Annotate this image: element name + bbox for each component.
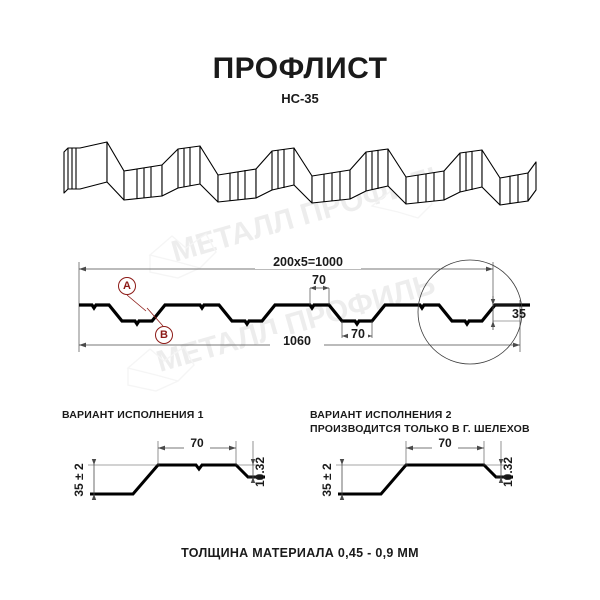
variant-1-outline [90, 463, 265, 496]
profile-outline [79, 303, 530, 327]
variant-2-caption: ВАРИАНТ ИСПОЛНЕНИЯ 2 ПРОИЗВОДИТСЯ ТОЛЬКО… [310, 408, 530, 436]
variant-2-drawing: 70 10.32 35 ± 2 [320, 436, 515, 500]
variant-1-drawing: 70 10.32 35 ± 2 [72, 436, 267, 500]
callout-badge-a: A [118, 277, 136, 295]
callout-badge-b: B [155, 326, 173, 344]
dimension-total-width-label: 1060 [283, 334, 311, 348]
callout-b-leader [146, 307, 164, 327]
variant-1-dimension-height: 35 ± 2 [72, 459, 97, 500]
variant-2-caption-line-1: ВАРИАНТ ИСПОЛНЕНИЯ 2 [310, 409, 452, 421]
variant-1-dimension-top-flat-label: 70 [190, 436, 204, 450]
dimension-pitch: 200x5=1000 [79, 255, 493, 272]
dimension-height-label: 35 [512, 307, 526, 321]
watermark-emblem-top [148, 232, 217, 279]
variant-1-reference-lines [88, 441, 262, 478]
variant-1-caption: ВАРИАНТ ИСПОЛНЕНИЯ 1 [62, 408, 204, 422]
variant-2-outline [338, 463, 513, 496]
variant-2-caption-line-2: ПРОИЗВОДИТСЯ ТОЛЬКО В Г. ШЕЛЕХОВ [310, 423, 530, 435]
variant-1-dimension-height-label: 35 ± 2 [72, 463, 86, 497]
dimension-top-flat-label: 70 [312, 273, 326, 287]
dimension-pitch-label: 200x5=1000 [273, 255, 343, 269]
variant-1-dimension-top-flat: 70 [158, 436, 236, 451]
dimension-height: 35 [490, 296, 526, 330]
page-title: ПРОФЛИСТ [212, 52, 388, 85]
material-thickness-note: ТОЛЩИНА МАТЕРИАЛА 0,45 - 0,9 ММ [181, 546, 419, 560]
variant-2-reference-lines [336, 441, 510, 478]
variant-1-dimension-flange-label: 10.32 [253, 457, 267, 487]
detail-circle [417, 259, 523, 365]
cross-section-group: 200x5=1000 70 [78, 255, 530, 365]
variant-2-dimension-flange: 10.32 [498, 457, 515, 487]
dimension-bottom-flat-label: 70 [351, 327, 365, 341]
variant-2-dimension-height-label: 35 ± 2 [320, 463, 334, 497]
variant-2-dimension-top-flat-label: 70 [438, 436, 452, 450]
dimension-top-flat: 70 [309, 273, 330, 305]
page-subtitle: НС-35 [281, 91, 319, 106]
isometric-sheet-illustration [63, 141, 537, 206]
variant-1-dimension-flange: 10.32 [250, 457, 267, 487]
callout-a-leader [126, 294, 147, 312]
variant-2-dimension-top-flat: 70 [406, 436, 484, 451]
dimension-total-width: 1060 [79, 334, 520, 348]
watermark-emblem-bottom [126, 345, 195, 392]
variant-2-dimension-flange-label: 10.32 [501, 457, 515, 487]
watermark-text-bottom: МЕТАЛЛ ПРОФИЛЬ [153, 268, 439, 379]
variant-1-caption-line-1: ВАРИАНТ ИСПОЛНЕНИЯ 1 [62, 409, 204, 421]
dimension-bottom-flat: 70 [341, 321, 373, 341]
variant-2-dimension-height: 35 ± 2 [320, 459, 345, 500]
